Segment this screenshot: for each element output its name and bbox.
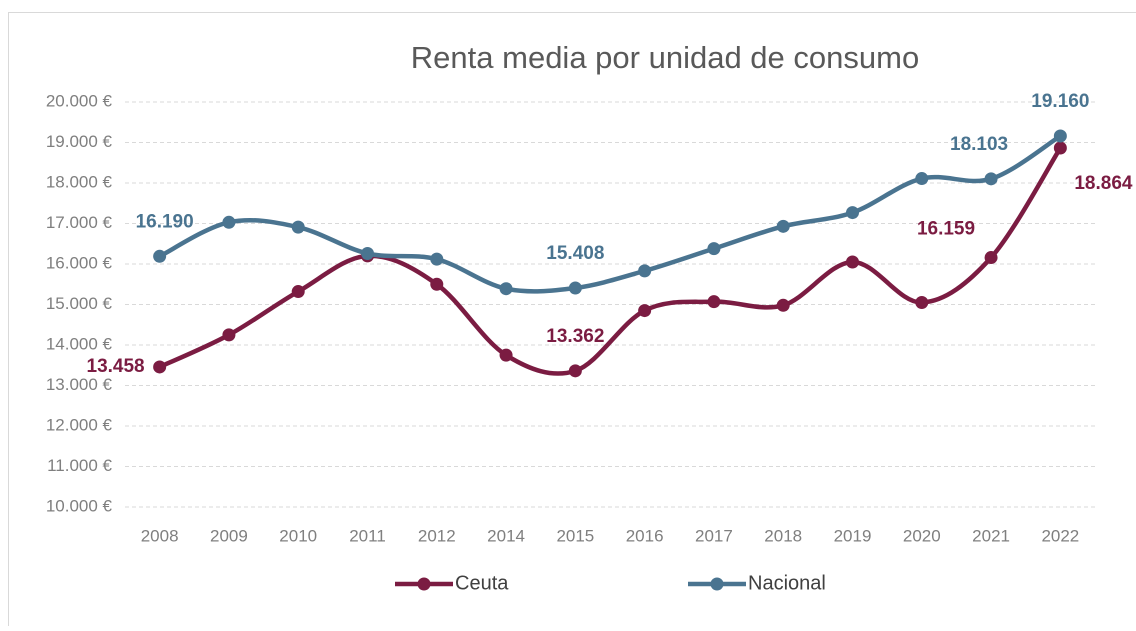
x-tick-label: 2021	[972, 526, 1010, 545]
y-tick-label: 14.000 €	[46, 334, 113, 353]
y-tick-label: 15.000 €	[46, 294, 113, 313]
point	[153, 250, 166, 263]
y-tick-label: 12.000 €	[46, 415, 113, 434]
point	[777, 220, 790, 233]
point	[707, 295, 720, 308]
legend-marker	[711, 578, 724, 591]
point	[153, 360, 166, 373]
point	[638, 264, 651, 277]
data-label: 18.864	[1074, 173, 1133, 194]
x-tick-label: 2015	[556, 526, 594, 545]
chart-title: Renta media por unidad de consumo	[411, 40, 919, 75]
x-tick-label: 2022	[1041, 526, 1079, 545]
x-tick-label: 2016	[626, 526, 664, 545]
legend-marker	[418, 578, 431, 591]
data-label: 15.408	[546, 243, 604, 264]
point	[569, 364, 582, 377]
data-label: 18.103	[950, 134, 1008, 155]
data-label: 19.160	[1031, 91, 1089, 112]
x-tick-label: 2018	[764, 526, 802, 545]
point	[222, 328, 235, 341]
point	[777, 299, 790, 312]
data-label: 13.458	[87, 356, 145, 377]
point	[292, 221, 305, 234]
point	[430, 253, 443, 266]
point	[1054, 142, 1067, 155]
point	[292, 285, 305, 298]
y-tick-label: 20.000 €	[46, 91, 113, 110]
y-tick-label: 13.000 €	[46, 375, 113, 394]
point	[846, 206, 859, 219]
point	[430, 278, 443, 291]
point	[1054, 130, 1067, 143]
x-tick-label: 2019	[834, 526, 872, 545]
data-label: 13.362	[546, 326, 604, 347]
point	[985, 251, 998, 264]
legend-label: Ceuta	[455, 572, 509, 594]
x-tick-label: 2010	[279, 526, 317, 545]
x-tick-label: 2017	[695, 526, 733, 545]
x-tick-label: 2008	[141, 526, 179, 545]
point	[638, 304, 651, 317]
x-tick-label: 2009	[210, 526, 248, 545]
point	[500, 349, 513, 362]
point	[361, 247, 374, 260]
y-tick-label: 17.000 €	[46, 213, 113, 232]
y-tick-label: 11.000 €	[47, 456, 112, 475]
x-tick-label: 2012	[418, 526, 456, 545]
point	[707, 242, 720, 255]
point	[569, 281, 582, 294]
data-label: 16.190	[136, 211, 194, 232]
point	[985, 172, 998, 185]
y-tick-label: 16.000 €	[46, 253, 113, 272]
y-tick-label: 10.000 €	[46, 496, 113, 515]
data-label: 16.159	[917, 219, 975, 240]
x-tick-label: 2014	[487, 526, 525, 545]
x-tick-label: 2020	[903, 526, 941, 545]
point	[222, 216, 235, 229]
point	[915, 172, 928, 185]
x-tick-label: 2011	[349, 526, 386, 545]
legend-label: Nacional	[748, 572, 826, 594]
y-tick-label: 19.000 €	[46, 132, 113, 151]
point	[500, 282, 513, 295]
y-tick-label: 18.000 €	[46, 172, 113, 191]
point	[915, 296, 928, 309]
point	[846, 255, 859, 268]
